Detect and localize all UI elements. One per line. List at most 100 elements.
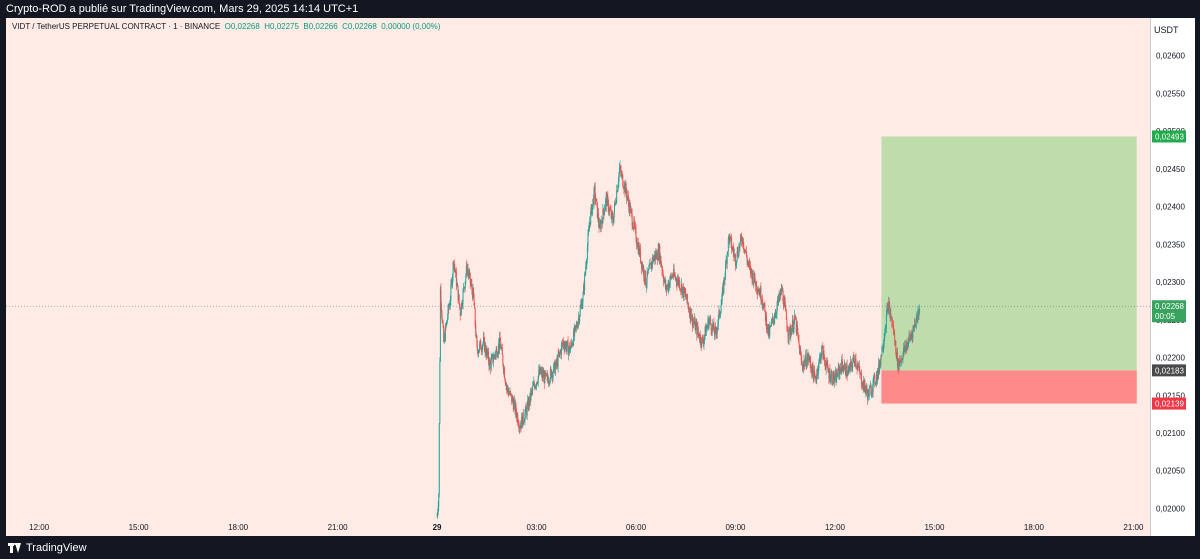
candle-body [670, 275, 672, 277]
price-axis[interactable] [1150, 18, 1195, 536]
candle-body [551, 373, 553, 378]
candle-body [558, 353, 560, 356]
chart-canvas[interactable] [6, 18, 1194, 536]
candle-body [626, 191, 628, 199]
y-tick-label: 0,02550 [1156, 89, 1185, 98]
candle-body [539, 367, 541, 374]
candle-body [886, 304, 888, 309]
candle-body [650, 263, 652, 269]
candle-body [652, 256, 654, 262]
last-price-countdown: 00:05 [1155, 312, 1176, 321]
candle-body [569, 345, 571, 353]
candle-body [864, 387, 866, 393]
candle-body [893, 332, 895, 335]
candle-body [481, 345, 483, 351]
candle-body [524, 413, 526, 421]
candle-body [615, 201, 617, 205]
candle-body [655, 253, 657, 258]
candle-body [631, 210, 633, 214]
candle-body [597, 213, 599, 223]
candle-body [646, 271, 648, 284]
chart-frame[interactable]: VIDT / TetherUS PERPETUAL CONTRACT · 1 ·… [6, 18, 1195, 536]
candle-body [457, 285, 459, 301]
candle-body [771, 320, 773, 322]
candle-body [690, 308, 692, 321]
candle-body [517, 414, 519, 424]
candle-body [633, 220, 635, 229]
candle-body [437, 506, 439, 512]
stop-price-label: 0,02139 [1155, 400, 1184, 409]
candle-body [571, 343, 573, 347]
candle-body [500, 348, 502, 349]
candle-body [681, 284, 683, 295]
candle-body [505, 385, 507, 386]
candle-body [799, 344, 801, 355]
candle-body [548, 381, 550, 384]
candle-body [757, 291, 759, 294]
candle-body [680, 284, 682, 290]
candle-body [756, 289, 758, 291]
candle-body [815, 377, 817, 380]
candle-body [449, 304, 451, 306]
candle-body [605, 199, 607, 207]
candle-body [779, 294, 781, 299]
candle-body [684, 292, 686, 294]
candle-body [722, 285, 724, 292]
candle-body [594, 185, 596, 189]
candle-body [768, 328, 770, 335]
candle-body [885, 327, 887, 329]
candle-body [439, 288, 441, 362]
candle-body [775, 313, 777, 315]
candle-body [678, 278, 680, 285]
candle-body [714, 327, 716, 336]
candle-body [727, 238, 729, 252]
candle-body [622, 185, 624, 189]
candle-body [838, 367, 840, 375]
candle-body [633, 220, 635, 226]
candle-body [459, 303, 461, 309]
candle-body [789, 327, 791, 329]
candle-body [697, 331, 699, 334]
candle-body [889, 313, 891, 316]
y-tick-label: 0,02000 [1156, 504, 1185, 513]
candle-body [845, 374, 847, 377]
candle-body [480, 340, 482, 350]
candle-body [861, 385, 863, 387]
candle-body [593, 188, 595, 205]
candle-body [652, 256, 654, 265]
candle-body [567, 341, 569, 355]
candle-body [807, 354, 809, 360]
candle-body [761, 300, 763, 303]
candle-body [808, 359, 810, 360]
candle-body [781, 287, 783, 291]
candle-body [859, 370, 861, 375]
candle-body [811, 369, 813, 375]
legend-high: H0,02275 [264, 22, 299, 31]
candle-body [752, 272, 754, 284]
candle-body [496, 349, 498, 357]
candle-body [817, 367, 819, 374]
candle-body [588, 230, 590, 235]
candle-body [655, 252, 657, 258]
candle-body [711, 324, 713, 333]
candle-body [586, 259, 588, 265]
candle-body [445, 321, 447, 326]
candle-body [707, 319, 709, 327]
candle-body [895, 340, 897, 354]
candle-body [890, 316, 892, 320]
candle-body [894, 340, 896, 342]
currency-label[interactable]: USDT [1154, 25, 1179, 35]
candle-body [529, 392, 531, 400]
candle-body [870, 386, 872, 396]
candle-body [720, 312, 722, 315]
candle-body [764, 310, 766, 321]
candle-body [712, 324, 714, 328]
candle-body [763, 305, 765, 309]
candle-body [829, 369, 831, 382]
candle-body [532, 385, 534, 387]
candle-body [647, 271, 649, 274]
candle-body [455, 271, 457, 274]
candle-body [526, 409, 528, 416]
candle-body [874, 383, 876, 385]
candle-body [913, 326, 915, 327]
